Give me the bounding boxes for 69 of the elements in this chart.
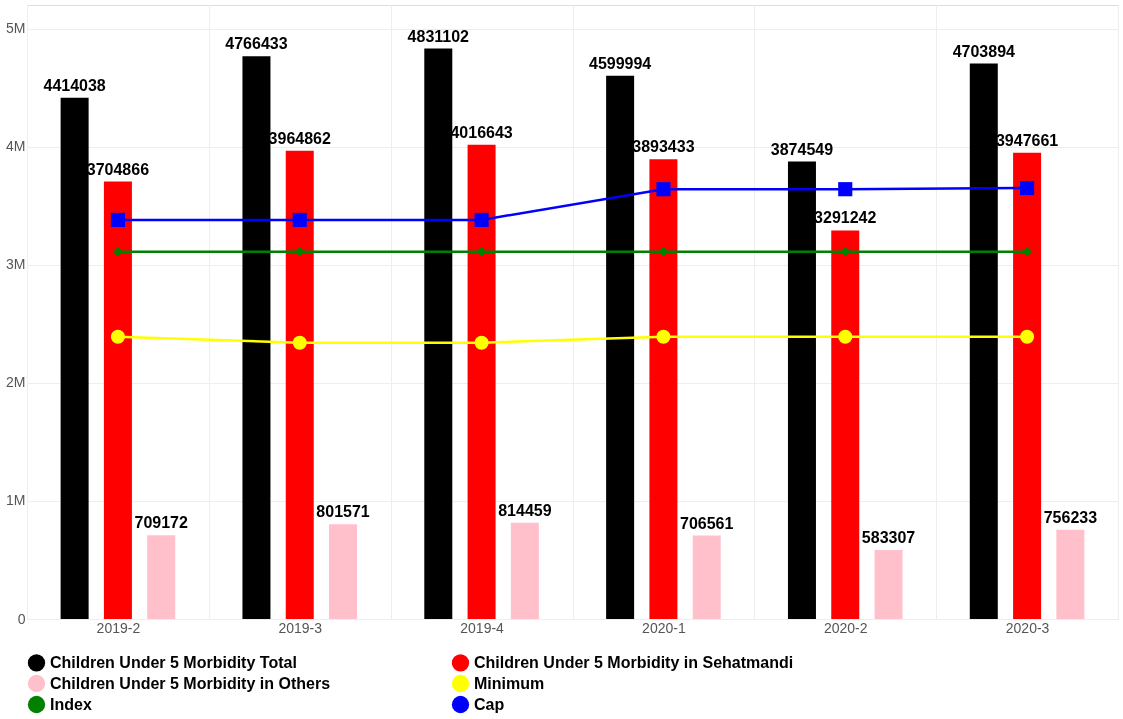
bar <box>787 161 816 619</box>
point <box>658 247 669 257</box>
bar <box>649 159 678 619</box>
data-label: 706561 <box>680 514 734 532</box>
point <box>474 335 489 350</box>
y-tick-label: 2M <box>6 374 26 391</box>
legend-label: Children Under 5 Morbidity in Others <box>50 674 331 692</box>
data-label: 4831102 <box>407 27 470 45</box>
data-label: 3964862 <box>268 129 331 147</box>
bar <box>874 550 903 619</box>
point <box>292 335 307 350</box>
data-label: 4599994 <box>588 54 652 72</box>
bar <box>467 144 496 619</box>
bar <box>329 524 358 619</box>
point <box>292 212 307 227</box>
bar <box>103 181 132 619</box>
legend-label: Minimum <box>474 674 545 692</box>
bar <box>1056 529 1085 619</box>
data-label: 801571 <box>316 503 370 521</box>
data-label: 4703894 <box>952 42 1016 60</box>
data-label: 709172 <box>134 514 189 532</box>
y-tick-label: 3M <box>6 256 26 273</box>
data-label: 4016643 <box>450 123 513 141</box>
point <box>295 247 305 257</box>
x-tick-label: 2020-2 <box>823 619 868 636</box>
point <box>110 212 125 227</box>
legend-label: Cap <box>474 695 505 713</box>
point <box>840 247 850 257</box>
y-tick-label: 0 <box>17 610 26 627</box>
bar <box>285 150 314 619</box>
x-tick-label: 2019-4 <box>460 619 505 636</box>
data-label: 756233 <box>1043 508 1098 526</box>
x-tick-label: 2019-2 <box>96 619 141 636</box>
bar <box>692 535 721 619</box>
point <box>1022 247 1032 257</box>
bar <box>606 75 635 619</box>
point <box>476 247 487 257</box>
point <box>1020 329 1035 344</box>
y-tick-label: 5M <box>6 20 26 37</box>
bar <box>1013 152 1042 619</box>
point <box>838 182 853 197</box>
data-label: 814459 <box>498 501 552 519</box>
point <box>656 329 671 344</box>
bar <box>242 56 271 619</box>
point <box>656 182 671 197</box>
point <box>113 247 123 257</box>
bar <box>147 535 176 619</box>
legend-label: Children Under 5 Morbidity in Sehatmandi <box>474 653 794 671</box>
x-tick-label: 2020-1 <box>642 619 686 636</box>
x-tick-label: 2019-3 <box>278 619 323 636</box>
point <box>110 329 125 344</box>
bar <box>969 63 998 619</box>
bar <box>831 230 860 619</box>
legend-label: Index <box>50 695 92 713</box>
point <box>474 212 489 227</box>
bar <box>510 522 539 619</box>
data-label: 583307 <box>861 529 916 547</box>
y-tick-label: 4M <box>6 138 26 155</box>
data-label: 3893433 <box>632 138 695 156</box>
data-label: 4414038 <box>43 76 106 94</box>
point <box>1020 180 1035 196</box>
point <box>838 329 853 344</box>
bar <box>424 48 453 619</box>
legend-label: Children Under 5 Morbidity Total <box>50 653 297 671</box>
bar <box>60 97 89 619</box>
data-label: 4766433 <box>225 35 288 53</box>
y-tick-label: 1M <box>6 492 26 509</box>
data-label: 3874549 <box>770 140 834 158</box>
x-tick-label: 2020-3 <box>1005 619 1050 636</box>
